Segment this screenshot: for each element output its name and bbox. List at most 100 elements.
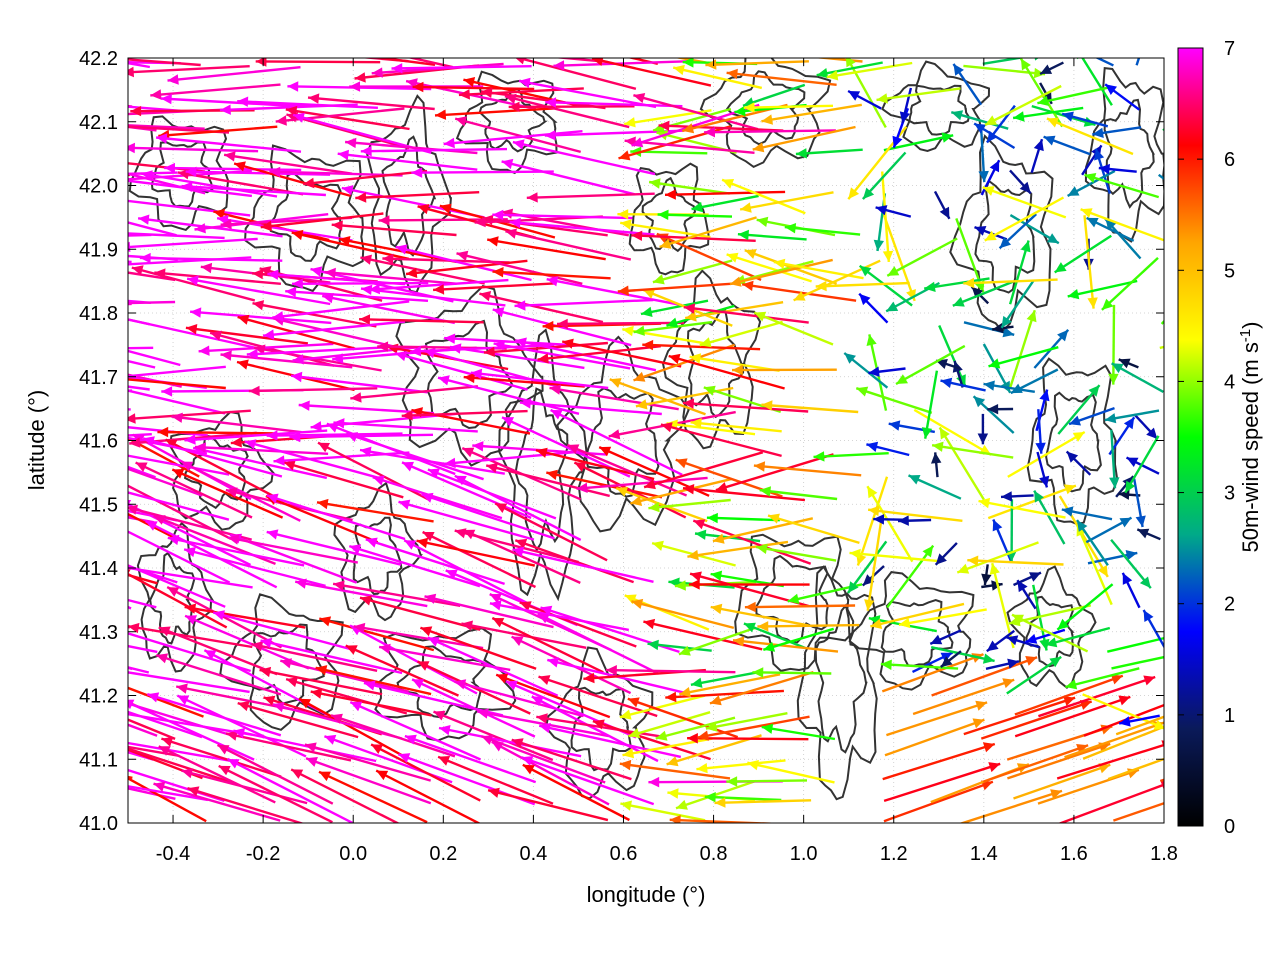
wind-arrow [992,322,1014,334]
wind-arrow [128,573,158,585]
wind-arrow [883,762,1001,803]
y-tick-label: 41.7 [79,367,118,389]
wind-arrow [345,137,478,155]
wind-arrow [260,212,384,232]
wind-arrow [487,236,606,261]
wind-arrow [627,697,739,739]
wind-arrow [368,278,509,295]
wind-arrow [561,338,682,368]
wind-arrow [956,541,1039,574]
wind-arrow [897,515,932,526]
wind-vectors [128,58,1164,823]
wind-arrow [655,716,736,741]
wind-arrow [1009,214,1060,245]
wind-arrow [986,629,1016,653]
wind-arrow [1111,655,1164,670]
wind-arrow [405,259,528,278]
wind-arrow [160,93,305,108]
wind-arrow [640,299,709,317]
wind-arrow [437,755,554,805]
wind-arrow [747,760,835,784]
wind-arrow [795,148,863,159]
y-tick-label: 41.5 [79,494,118,516]
wind-arrow [1043,135,1091,156]
wind-arrow [709,670,814,706]
wind-arrow [128,598,157,609]
wind-arrow [1025,628,1066,644]
wind-arrow [416,537,536,567]
colorbar-tick-label: 4 [1224,371,1235,393]
wind-arrow [237,96,378,109]
y-axis-label: latitude (°) [24,390,49,491]
wind-arrow [615,486,708,523]
wind-arrow [659,216,757,249]
contour-line [880,598,954,667]
wind-arrow [403,539,529,605]
wind-arrow [704,792,782,803]
wind-arrow [128,566,253,589]
x-tick-label: 0.6 [610,843,638,865]
contour-line [628,162,710,276]
wind-arrow [128,179,253,198]
wind-arrow [216,743,334,805]
wind-arrow [167,66,301,85]
wind-arrow [752,667,832,678]
contour-line [219,593,344,731]
contour-line [352,516,403,596]
wind-arrow [461,620,587,649]
wind-arrow [1007,430,1086,478]
wind-arrow [1030,138,1044,174]
wind-arrow [146,692,282,737]
wind-arrow [912,678,1015,716]
colorbar-tick-label: 3 [1224,483,1235,505]
wind-arrow [280,658,409,693]
wind-arrow [633,320,713,336]
wind-arrow [248,385,378,397]
wind-arrow [1056,583,1114,631]
wind-arrow [480,735,606,784]
wind-arrow [372,475,503,520]
wind-arrow [619,759,731,780]
wind-arrow [508,101,635,112]
wind-arrow [194,442,329,455]
wind-arrow [988,346,1059,369]
wind-arrow [128,671,250,694]
wind-arrow [985,658,1020,670]
wind-arrow [128,409,251,424]
wind-arrow [454,679,584,718]
wind-arrow [359,446,505,475]
wind-arrow [870,602,965,629]
wind-arrow [1109,429,1120,489]
wind-arrow [669,815,782,823]
wind-arrow [1008,309,1037,389]
wind-arrow [225,730,352,762]
wind-arrow [690,418,782,433]
wind-arrow [1142,609,1164,649]
wind-arrow [155,653,282,696]
wind-arrow [1035,409,1046,454]
wind-arrow [712,517,814,544]
wind-arrow [886,700,988,737]
x-axis-ticks: -0.4 -0.2 0.0 0.2 0.4 0.6 0.8 1.0 1.2 1.4 1.6 1.8 [156,58,1178,865]
wind-arrow [605,665,736,676]
wind-arrow [940,377,986,392]
wind-arrow [185,166,331,177]
wind-arrow [668,353,785,390]
wind-arrow [158,745,276,804]
wind-arrow [963,696,1076,736]
wind-arrow [266,430,403,441]
colorbar-tick-label: 7 [1224,38,1235,60]
wind-arrow [867,505,963,522]
wind-arrow [930,646,995,664]
wind-arrow [266,493,406,541]
wind-arrow [427,636,559,697]
wind-arrow [291,229,410,261]
wind-arrow [128,300,176,305]
wind-arrow [463,372,585,388]
contour-line [1084,66,1164,243]
wind-arrow [437,375,580,415]
wind-arrow [1083,703,1164,737]
wind-arrow [492,267,611,280]
wind-arrow [128,199,251,217]
